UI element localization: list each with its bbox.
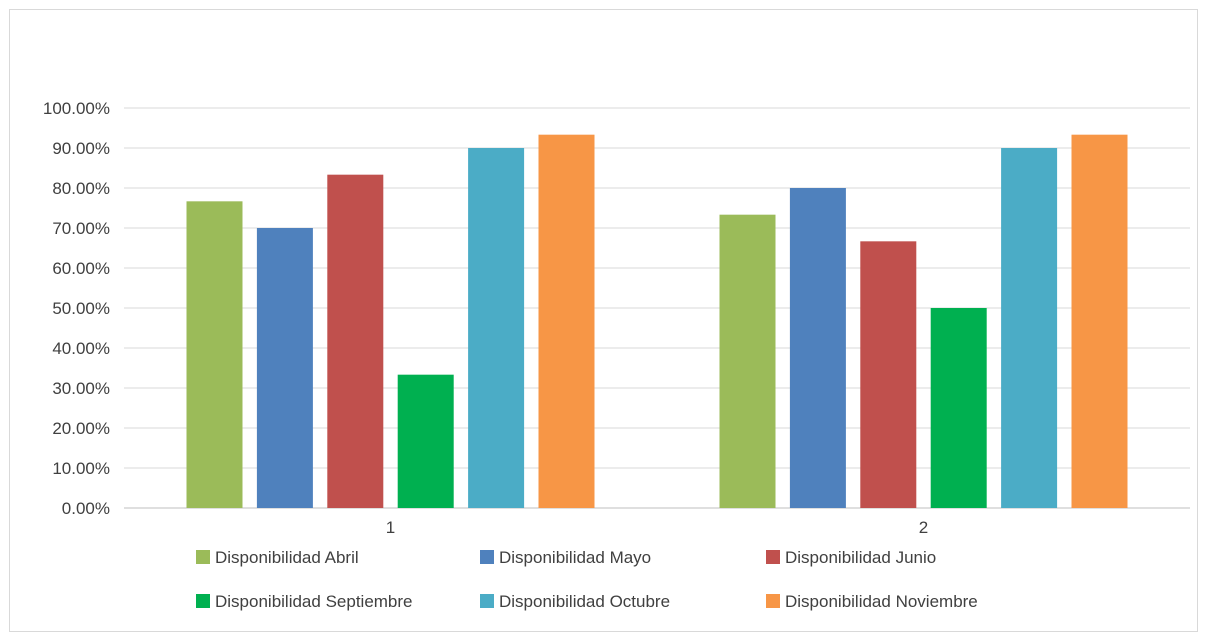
y-tick-label: 100.00% <box>43 99 110 118</box>
y-tick-label: 50.00% <box>52 299 110 318</box>
x-tick-label: 2 <box>919 518 928 537</box>
bar <box>256 228 313 508</box>
bar <box>468 148 525 508</box>
legend: Disponibilidad Abril Disponibilidad Mayo D… <box>196 548 978 611</box>
legend-label: Disponibilidad Junio <box>785 548 936 567</box>
bar <box>860 241 917 508</box>
bar <box>538 134 595 508</box>
legend-swatch <box>480 550 494 564</box>
x-tick-label: 1 <box>386 518 395 537</box>
y-tick-label: 0.00% <box>62 499 110 518</box>
bar <box>789 188 846 508</box>
legend-swatch <box>766 550 780 564</box>
legend-label: Disponibilidad Noviembre <box>785 592 978 611</box>
legend-swatch <box>196 594 210 608</box>
legend-label: Disponibilidad Mayo <box>499 548 651 567</box>
bar <box>327 174 384 508</box>
y-tick-label: 60.00% <box>52 259 110 278</box>
bar <box>397 374 454 508</box>
y-axis: 0.00% 10.00% 20.00% 30.00% 40.00% 50.00% 60.00… <box>43 99 110 518</box>
legend-swatch <box>196 550 210 564</box>
bar <box>719 214 776 508</box>
bars <box>186 134 1128 508</box>
bar <box>1001 148 1058 508</box>
bar <box>930 308 987 508</box>
y-tick-label: 40.00% <box>52 339 110 358</box>
y-tick-label: 90.00% <box>52 139 110 158</box>
legend-swatch <box>480 594 494 608</box>
y-tick-label: 70.00% <box>52 219 110 238</box>
y-tick-label: 20.00% <box>52 419 110 438</box>
legend-label: Disponibilidad Abril <box>215 548 359 567</box>
legend-label: Disponibilidad Octubre <box>499 592 670 611</box>
y-tick-label: 80.00% <box>52 179 110 198</box>
y-tick-label: 10.00% <box>52 459 110 478</box>
y-tick-label: 30.00% <box>52 379 110 398</box>
bar <box>1071 134 1128 508</box>
bar <box>186 201 243 508</box>
legend-swatch <box>766 594 780 608</box>
legend-label: Disponibilidad Septiembre <box>215 592 413 611</box>
